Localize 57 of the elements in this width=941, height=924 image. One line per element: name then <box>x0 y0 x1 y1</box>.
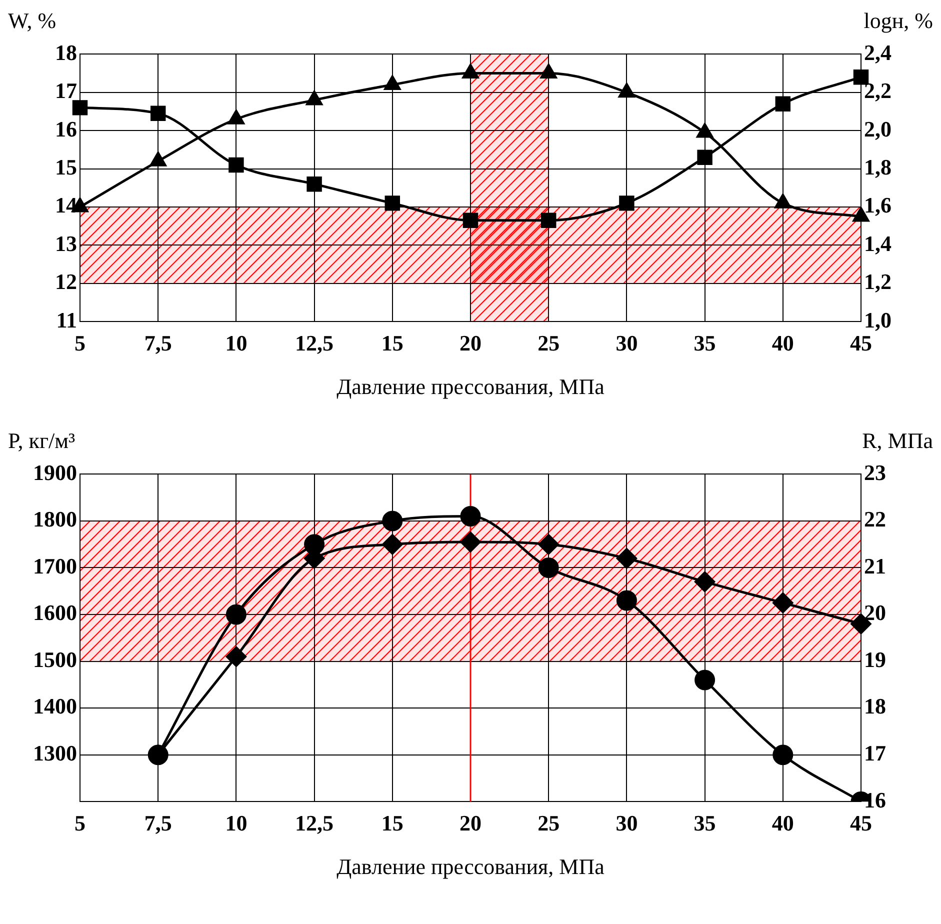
y2-tick-label: 22 <box>864 506 886 532</box>
y2-tick-label: 1,4 <box>864 230 892 256</box>
y-tick-label: 1300 <box>33 740 77 766</box>
x-tick-label: 25 <box>538 810 560 836</box>
y2-tick-label: 1,6 <box>864 192 892 218</box>
y2-tick-label: 2,2 <box>864 78 892 104</box>
y2-tick-label: 18 <box>864 694 886 719</box>
y-tick-label: 17 <box>55 78 77 104</box>
x-tick-label: 30 <box>616 810 638 836</box>
x-tick-label: 45 <box>850 810 872 836</box>
x-tick-label: 40 <box>772 330 794 356</box>
x-tick-label: 45 <box>850 330 872 356</box>
x-tick-label: 7,5 <box>144 330 172 356</box>
x-tick-label: 35 <box>694 810 716 836</box>
y2-tick-label: 21 <box>864 553 886 578</box>
y-tick-label: 1400 <box>33 694 77 719</box>
y2-tick-label: 2,4 <box>864 40 892 65</box>
y2-tick-label: 1,8 <box>864 154 892 180</box>
y-axis-title: W, % <box>8 8 56 34</box>
x-tick-label: 20 <box>460 810 482 836</box>
y-tick-label: 15 <box>55 154 77 180</box>
x-tick-label: 12,5 <box>295 810 334 836</box>
x-axis-title: Давление прессования, МПа <box>336 374 606 400</box>
x-tick-label: 35 <box>694 330 716 356</box>
y2-tick-label: 17 <box>864 740 886 766</box>
y2-tick-label: 23 <box>864 460 886 485</box>
x-tick-label: 30 <box>616 330 638 356</box>
x-tick-label: 5 <box>74 330 86 356</box>
y2-tick-label: 20 <box>864 600 886 626</box>
x-tick-label: 20 <box>460 330 482 356</box>
y-tick-label: 18 <box>55 40 77 65</box>
y-tick-label: 1900 <box>33 460 77 485</box>
y-axis-title: P, кг/м³ <box>8 428 76 454</box>
x-tick-label: 25 <box>538 330 560 356</box>
y2-axis-title: lоgн, % <box>864 8 933 34</box>
x-tick-label: 12,5 <box>295 330 334 356</box>
x-tick-label: 15 <box>381 810 404 836</box>
y-tick-label: 11 <box>56 307 77 332</box>
y2-tick-label: 2,0 <box>864 116 892 142</box>
y2-tick-label: 19 <box>864 646 886 672</box>
y2-axis-title: R, МПа <box>862 428 933 454</box>
y-tick-label: 1700 <box>33 553 77 578</box>
x-axis-title: Давление прессования, МПа <box>336 854 606 880</box>
y-tick-label: 1800 <box>33 506 77 532</box>
y2-tick-label: 1,2 <box>864 269 892 294</box>
x-tick-label: 10 <box>225 330 248 356</box>
y-tick-label: 12 <box>55 269 77 294</box>
y-tick-label: 1600 <box>33 600 77 626</box>
y-tick-label: 13 <box>55 230 77 256</box>
y2-tick-label: 1,0 <box>864 307 892 332</box>
x-tick-label: 7,5 <box>144 810 172 836</box>
x-tick-label: 5 <box>74 810 86 836</box>
y-tick-label: 16 <box>55 116 77 142</box>
y-tick-label: 1500 <box>33 646 77 672</box>
x-tick-label: 10 <box>225 810 248 836</box>
x-tick-label: 15 <box>381 330 404 356</box>
x-tick-label: 40 <box>772 810 794 836</box>
